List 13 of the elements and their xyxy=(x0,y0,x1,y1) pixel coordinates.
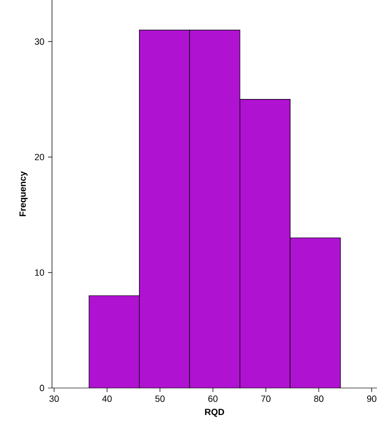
x-axis-title: RQD xyxy=(205,408,224,417)
y-axis-title: Frequency xyxy=(20,171,28,216)
x-tick-label: 40 xyxy=(102,396,112,402)
y-tick-label: 20 xyxy=(34,154,44,160)
x-tick-label: 30 xyxy=(49,396,59,402)
x-tick-label: 50 xyxy=(155,396,165,402)
x-tick-label: 60 xyxy=(208,396,218,402)
x-tick-label: 70 xyxy=(261,396,270,402)
y-tick-label: 30 xyxy=(34,38,44,45)
x-tick-label: 80 xyxy=(314,396,324,402)
y-tick-label: 0 xyxy=(40,384,44,392)
y-tick-label: 10 xyxy=(35,269,44,276)
x-tick-label: 90 xyxy=(367,396,376,402)
